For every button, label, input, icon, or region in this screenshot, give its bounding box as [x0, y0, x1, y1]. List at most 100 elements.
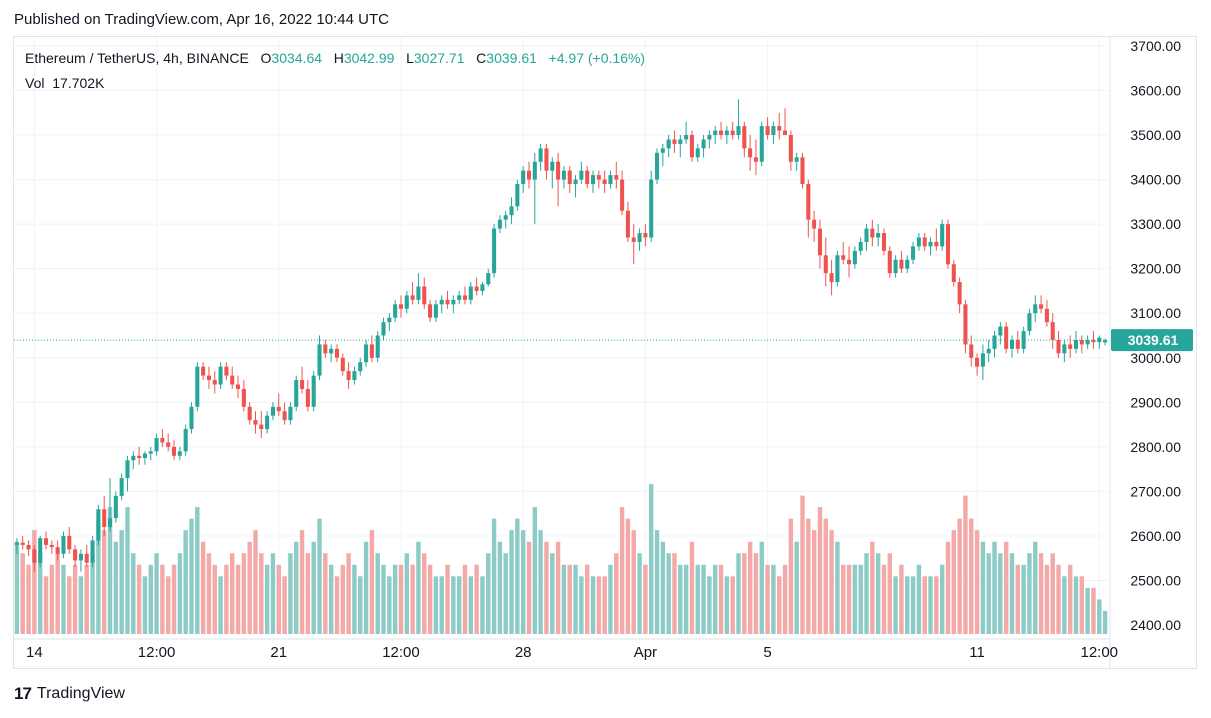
candle-body [137, 455, 142, 459]
candle-body [276, 406, 281, 412]
y-axis: 3700.00 3600.00 3500.00 3400.00 3300.00 3200.… [1109, 36, 1181, 668]
candle-body [1103, 340, 1108, 343]
x-axis: 14 12:00 21 12:00 28 Apr 5 11 12:00 [13, 638, 1118, 661]
last-price-line: 3039.61 [14, 329, 1193, 352]
candle-body [189, 406, 194, 430]
candle-body [742, 126, 747, 149]
volume-bar [998, 553, 1003, 634]
volume-bar [160, 564, 165, 634]
volume-bar [165, 576, 171, 634]
candle-body [748, 148, 753, 158]
candle-body [1091, 339, 1096, 343]
volume-bar [113, 541, 119, 634]
volume-bar [398, 564, 404, 634]
volume-bar [922, 576, 927, 634]
volume-bar [765, 564, 770, 634]
y-tick-label: 3200.00 [1130, 261, 1181, 277]
candle-body [206, 375, 211, 381]
candle-body [992, 335, 997, 349]
candle-body [998, 326, 1003, 336]
volume-bar [707, 576, 712, 634]
candle-body [590, 175, 596, 185]
volume-bar [678, 564, 683, 634]
candle-body [195, 366, 200, 407]
candle-body [241, 388, 246, 407]
candle-body [905, 259, 910, 269]
candle-body [550, 161, 555, 171]
candle-body [1015, 339, 1020, 349]
candle-body [858, 241, 863, 251]
x-tick-label: 21 [270, 644, 287, 661]
volume-bar [1091, 587, 1096, 634]
candle-body [497, 219, 502, 229]
volume-bar [835, 541, 840, 634]
volume-bar [753, 553, 759, 634]
candle-body [922, 237, 927, 247]
volume-bar [788, 518, 794, 634]
candle-body [852, 250, 857, 265]
candle-body [695, 148, 700, 158]
candle-body [398, 304, 404, 309]
volume-bar [712, 564, 718, 634]
candle-body [515, 184, 520, 207]
volume-bar [905, 576, 910, 634]
candle-body [253, 420, 258, 425]
volume-bar [963, 495, 968, 634]
candle-body [660, 148, 665, 153]
candle-body [567, 170, 572, 185]
volume-bar [875, 553, 881, 634]
volume-bar [195, 507, 200, 634]
candle-body [247, 406, 252, 421]
candle-body [131, 455, 136, 461]
x-tick-label: 14 [26, 644, 43, 661]
candle-body [445, 299, 450, 305]
volume-bar [969, 518, 974, 634]
candle-body [381, 322, 386, 336]
volume-bar [148, 564, 153, 634]
candle-body [236, 384, 241, 389]
brand-name: TradingView [36, 685, 125, 702]
candle-body [835, 255, 840, 283]
candle-body [61, 535, 66, 554]
volume-bar [974, 530, 980, 634]
volume-bar [538, 530, 543, 634]
volume-bar [817, 507, 823, 634]
volume-bar [579, 576, 584, 634]
candle-body [736, 126, 741, 136]
volume-bar [1021, 564, 1026, 634]
volume-bar [910, 576, 916, 634]
candle-body [654, 152, 660, 180]
volume-bar [846, 564, 852, 634]
volume-bar [683, 564, 689, 634]
candle-body [422, 286, 427, 305]
candle-body [881, 233, 886, 251]
candle-body [183, 429, 188, 452]
volume-bar [328, 564, 334, 634]
candle-body [32, 549, 37, 563]
volume-bar [404, 553, 410, 634]
volume-bar [544, 541, 549, 634]
volume-bar [259, 553, 264, 634]
candle-body [294, 380, 299, 407]
volume-bar [311, 541, 316, 634]
candle-body [730, 130, 735, 136]
candle-body [177, 451, 182, 456]
volume-bar [718, 564, 724, 634]
footer-brand[interactable]: 17 TradingView [14, 684, 125, 704]
volume-bar [747, 541, 753, 634]
volume-bar [422, 553, 427, 634]
y-tick-label: 3500.00 [1130, 127, 1181, 143]
candle-body [166, 442, 171, 447]
candle-body [596, 175, 601, 180]
x-tick-label: 12:00 [382, 644, 420, 661]
candle-body [20, 542, 25, 545]
candle-body [911, 246, 916, 260]
volume-bar [241, 553, 247, 634]
candle-body [96, 509, 101, 541]
candle-body [1085, 339, 1090, 345]
volume-bar [101, 530, 107, 634]
volume-bar [96, 518, 101, 634]
volume-bar [439, 576, 444, 634]
volume-bar [590, 576, 596, 634]
